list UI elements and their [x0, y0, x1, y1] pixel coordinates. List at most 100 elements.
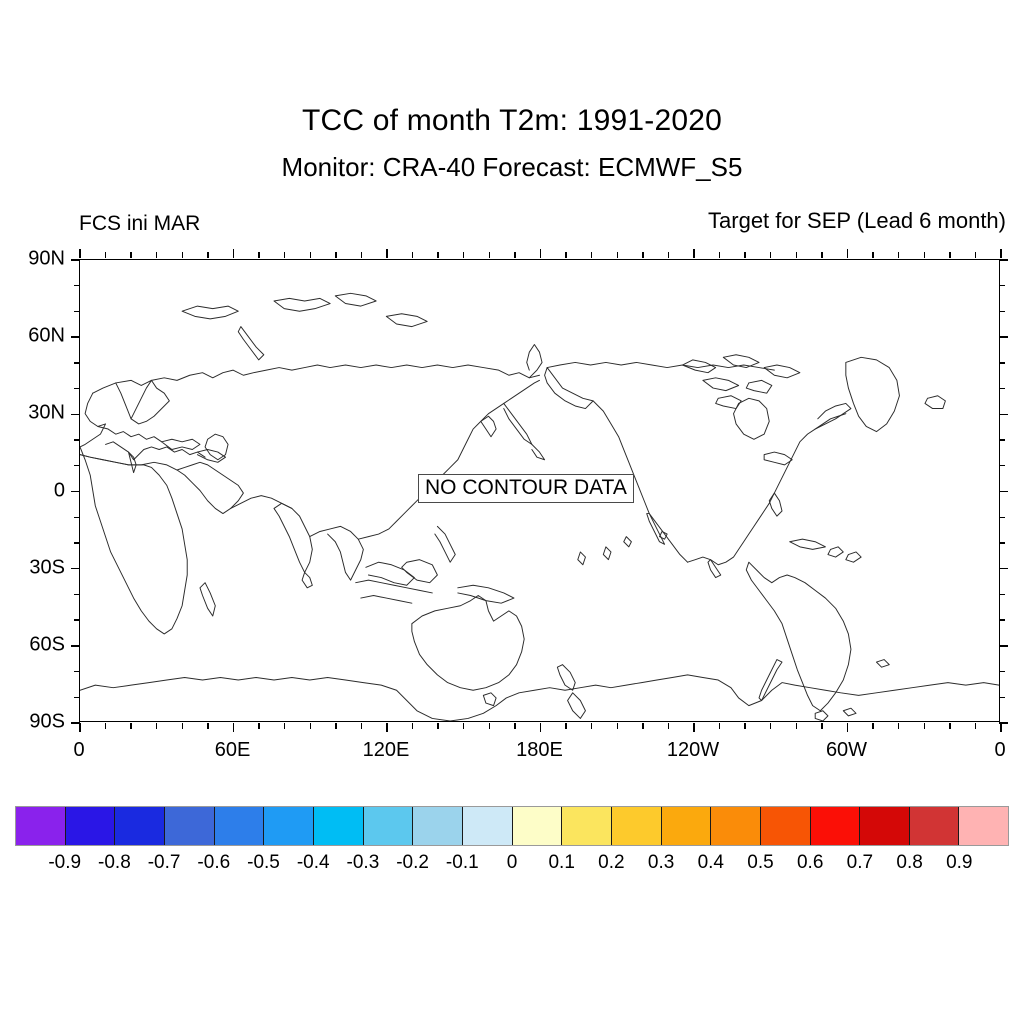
y-axis-tick [71, 413, 80, 416]
x-axis-label: 60W [825, 739, 868, 761]
y-axis-tick [999, 619, 1005, 621]
y-axis-tick [999, 285, 1005, 287]
x-axis-label: 60E [214, 739, 251, 761]
x-axis-label: 0 [994, 739, 1006, 761]
y-axis-label: 30N [28, 401, 65, 424]
x-axis-tick [104, 252, 107, 258]
x-axis-tick [360, 252, 363, 258]
colorbar-cell[interactable] [413, 807, 463, 845]
x-axis-tick [590, 252, 593, 258]
x-axis-tick [309, 252, 311, 258]
y-axis-tick [71, 259, 80, 261]
y-axis-tick [999, 593, 1005, 596]
colorbar-cell[interactable] [313, 807, 364, 845]
colorbar-cell[interactable] [661, 807, 712, 845]
colorbar-cell[interactable] [909, 807, 960, 845]
x-axis-label: 120W [666, 739, 720, 761]
x-axis-tick [130, 252, 132, 258]
x-axis-tick [207, 723, 209, 729]
x-axis-tick [258, 723, 260, 729]
x-axis-tick [1000, 723, 1002, 732]
y-axis-tick [71, 722, 80, 724]
colorbar-cell[interactable] [810, 807, 861, 845]
x-axis-tick [872, 252, 874, 258]
colorbar-tick: 0.9 [946, 852, 973, 873]
y-axis-tick [71, 490, 80, 493]
y-axis-tick [999, 696, 1005, 698]
x-axis-tick [283, 723, 286, 729]
x-axis-tick [386, 723, 388, 732]
x-axis-tick [565, 723, 567, 729]
colorbar-cell[interactable] [214, 807, 265, 845]
x-axis-tick [437, 723, 439, 729]
x-axis-tick [309, 723, 311, 729]
x-axis-tick [693, 723, 695, 732]
colorbar-tick: 0.4 [697, 852, 725, 873]
y-axis-tick [999, 259, 1008, 261]
y-axis-tick [999, 722, 1008, 724]
world-coastlines-map [80, 292, 999, 721]
x-axis-tick [360, 723, 363, 729]
colorbar-tick: -0.1 [445, 852, 479, 873]
colorbar-tick: 0 [506, 852, 518, 873]
colorbar-tick: -0.8 [98, 852, 131, 873]
y-axis-tick [74, 696, 80, 698]
y-axis-tick [71, 645, 80, 647]
y-axis-tick [74, 285, 80, 287]
x-axis-tick [821, 252, 823, 258]
colorbar-cell[interactable] [65, 807, 116, 845]
y-axis-tick [74, 439, 80, 441]
x-axis-tick [693, 249, 695, 258]
x-axis-tick [974, 723, 977, 729]
x-axis-tick [104, 723, 107, 729]
colorbar-cell[interactable] [115, 807, 165, 845]
x-axis-tick [718, 723, 721, 729]
y-axis-tick [74, 465, 80, 467]
x-axis-tick [795, 252, 798, 258]
y-axis-label: 90S [29, 710, 65, 733]
colorbar-tick: -0.7 [147, 852, 181, 873]
y-axis-label: 30S [29, 556, 65, 579]
x-axis-tick [974, 252, 977, 258]
x-axis-tick [207, 252, 209, 258]
x-axis-tick [565, 252, 567, 258]
colorbar-cell[interactable] [562, 807, 612, 845]
colorbar-cell[interactable] [711, 807, 761, 845]
y-axis-tick [74, 310, 80, 313]
colorbar-cell[interactable] [959, 807, 1009, 845]
x-axis-tick [846, 723, 849, 732]
x-axis-tick [437, 252, 439, 258]
colorbar[interactable] [15, 806, 1009, 846]
x-axis-tick [770, 723, 772, 729]
x-axis-tick [642, 252, 644, 258]
colorbar-tick: -0.9 [48, 852, 82, 873]
colorbar-cell[interactable] [860, 807, 910, 845]
colorbar-cell[interactable] [363, 807, 414, 845]
colorbar-cell[interactable] [462, 807, 513, 845]
y-axis-tick [999, 542, 1005, 544]
x-axis-tick [335, 252, 337, 258]
y-axis-tick [74, 516, 80, 518]
x-axis-tick [463, 723, 465, 729]
colorbar-tick: -0.2 [396, 852, 429, 873]
x-axis-tick [232, 723, 235, 732]
y-axis-tick [74, 542, 80, 544]
colorbar-tick: -0.4 [296, 852, 330, 873]
y-axis-label: 0 [53, 479, 65, 501]
x-axis-tick [539, 249, 542, 258]
colorbar-cell[interactable] [760, 807, 811, 845]
x-axis-tick [488, 723, 491, 729]
x-axis-tick [923, 723, 925, 729]
x-axis-tick [770, 252, 772, 258]
y-axis-tick [999, 362, 1005, 364]
x-axis-tick [846, 249, 849, 258]
colorbar-cell[interactable] [264, 807, 314, 845]
y-axis-tick [999, 310, 1005, 313]
x-axis-tick [156, 252, 158, 258]
colorbar-cell[interactable] [16, 807, 66, 845]
colorbar-cell[interactable] [512, 807, 563, 845]
colorbar-cell[interactable] [611, 807, 662, 845]
x-axis-tick [386, 249, 388, 258]
colorbar-cell[interactable] [164, 807, 215, 845]
